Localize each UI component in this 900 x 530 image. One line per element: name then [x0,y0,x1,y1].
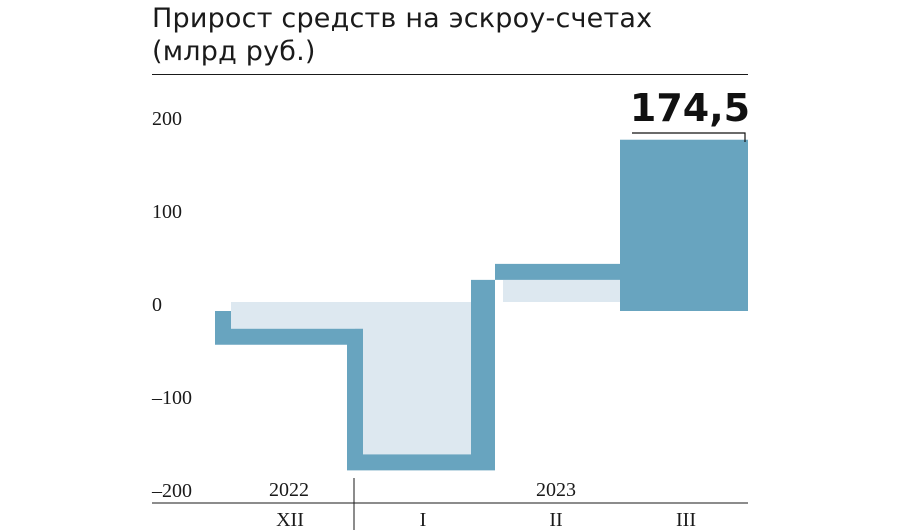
y-tick-label: 0 [152,294,162,316]
band-xii [231,302,355,329]
y-tick-label: –200 [151,480,192,502]
y-tick-label: –100 [151,387,192,409]
bar-iii [620,139,748,311]
chart-title: Прирост средств на эскроу-счетах (млрд р… [152,2,752,68]
chart-title-line2: (млрд руб.) [152,36,316,67]
y-tick-label: 200 [152,108,182,130]
title-divider [152,74,748,75]
x-tick-label: XII [276,509,304,530]
chart-title-line1: Прирост средств на эскроу-счетах [152,3,653,34]
band-i [355,302,471,455]
x-tick-label: II [549,509,562,530]
band-ii [503,279,620,302]
y-tick-label: 100 [152,201,182,223]
year-label: 2022 [269,479,309,501]
callout-value: 174,5 [630,86,750,130]
year-label: 2023 [536,479,576,501]
x-tick-label: I [420,509,427,530]
callout-bracket [632,132,746,142]
x-tick-label: III [676,509,696,530]
